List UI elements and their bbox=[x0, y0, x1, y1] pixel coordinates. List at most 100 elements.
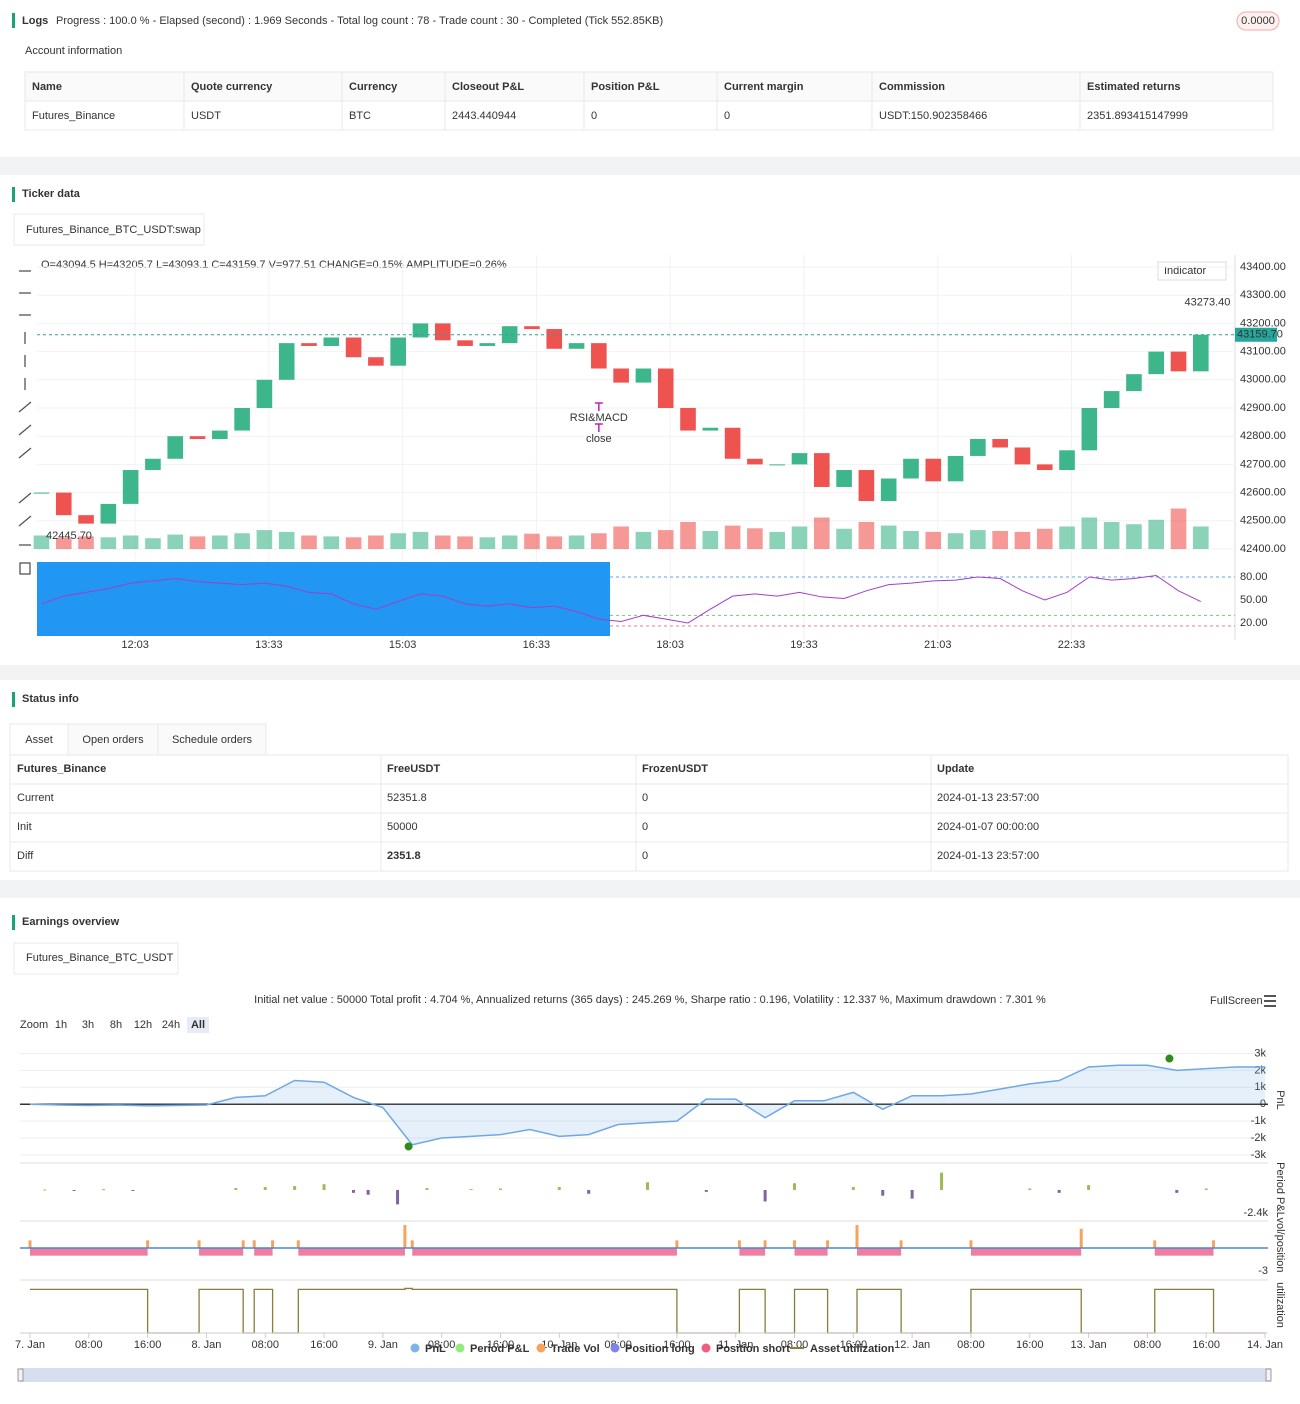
period-bar bbox=[351, 1189, 355, 1193]
short-position bbox=[970, 1248, 1082, 1256]
tab[interactable] bbox=[9, 723, 69, 756]
indicator-button-label: Indicator bbox=[1164, 265, 1207, 277]
section-marker bbox=[12, 187, 15, 202]
trade-vol-bar bbox=[855, 1225, 859, 1248]
table-header: Currency bbox=[349, 81, 398, 93]
legend-label[interactable]: PnL bbox=[425, 1343, 446, 1355]
tab-label: Open orders bbox=[82, 734, 144, 746]
candle bbox=[323, 337, 340, 346]
candle bbox=[925, 458, 942, 482]
trade-vol-bar bbox=[403, 1225, 407, 1248]
y-tick-label: -3 bbox=[1258, 1265, 1268, 1277]
period-bar bbox=[293, 1186, 297, 1190]
volume-bar bbox=[145, 538, 161, 549]
legend-label[interactable]: Asset utilization bbox=[810, 1343, 895, 1355]
volume-bar bbox=[1170, 508, 1187, 549]
short-position bbox=[298, 1248, 405, 1256]
stats-text: Initial net value : 50000 Total profit :… bbox=[254, 994, 1046, 1006]
legend-label[interactable]: Trade Vol bbox=[551, 1343, 600, 1355]
volume-bar bbox=[791, 526, 808, 549]
x-tick-label: 16:33 bbox=[523, 639, 551, 651]
x-tick-label: 15:03 bbox=[389, 639, 417, 651]
volume-bar bbox=[189, 536, 206, 549]
candle bbox=[1193, 334, 1209, 372]
candle bbox=[301, 343, 317, 346]
period-bar bbox=[498, 1188, 502, 1190]
volume-bar bbox=[1059, 526, 1075, 549]
volume-bar bbox=[925, 531, 942, 549]
candle bbox=[858, 470, 875, 502]
y-tick-label: 43100.00 bbox=[1240, 346, 1286, 358]
table-cell: 2024-01-13 23:57:00 bbox=[937, 850, 1039, 862]
x-tick-label: 19:33 bbox=[790, 639, 818, 651]
table-cell: USDT:150.902358466 bbox=[879, 110, 987, 122]
candle bbox=[702, 427, 719, 431]
volume-bar bbox=[55, 537, 72, 549]
x-tick-label: 8. Jan bbox=[191, 1339, 221, 1351]
zoom-button[interactable]: 24h bbox=[162, 1019, 180, 1031]
legend-symbol bbox=[410, 1343, 420, 1353]
x-tick-label: 08:00 bbox=[957, 1339, 985, 1351]
candle bbox=[145, 458, 161, 471]
candle bbox=[278, 343, 295, 380]
zoom-button[interactable]: 8h bbox=[110, 1019, 122, 1031]
candle bbox=[903, 458, 919, 479]
x-tick-label: 11. Jan bbox=[718, 1339, 753, 1351]
subsection-title: Account information bbox=[25, 45, 122, 57]
period-bar bbox=[1087, 1185, 1091, 1190]
volume-bar bbox=[702, 531, 719, 549]
candle bbox=[368, 357, 384, 366]
trade-vol-bar bbox=[271, 1240, 275, 1248]
short-position bbox=[199, 1248, 244, 1256]
trade-vol-bar bbox=[763, 1240, 767, 1248]
table-cell: Current bbox=[17, 792, 54, 804]
candle bbox=[970, 439, 986, 456]
volume-bar bbox=[278, 531, 295, 549]
zoom-button[interactable]: 1h bbox=[55, 1019, 67, 1031]
pnl-area bbox=[30, 1065, 1265, 1145]
volume-bar bbox=[947, 533, 964, 549]
trade-vol-bar bbox=[197, 1240, 201, 1248]
period-bar bbox=[646, 1182, 649, 1190]
tab[interactable] bbox=[157, 723, 267, 756]
table-header: Name bbox=[32, 81, 62, 93]
axis-title: utilization bbox=[1274, 1282, 1286, 1328]
legend-label[interactable]: Period P&L bbox=[470, 1343, 530, 1355]
candle bbox=[747, 458, 763, 465]
x-tick-label: 12:03 bbox=[121, 639, 149, 651]
short-position bbox=[412, 1248, 677, 1256]
tab[interactable] bbox=[67, 723, 159, 756]
volume-bar bbox=[903, 531, 919, 549]
y-tick-label: 0 bbox=[1260, 1098, 1266, 1110]
section-title: Logs bbox=[22, 15, 48, 27]
table-header: Position P&L bbox=[591, 81, 660, 93]
legend-label[interactable]: Position short bbox=[716, 1343, 790, 1355]
period-bar bbox=[910, 1189, 914, 1199]
table-border bbox=[24, 71, 1274, 131]
short-position bbox=[254, 1248, 273, 1256]
table-cell: 2351.8 bbox=[387, 850, 421, 862]
candle bbox=[212, 430, 228, 440]
legend-label[interactable]: Position long bbox=[625, 1343, 695, 1355]
period-bar bbox=[425, 1188, 429, 1190]
fullscreen-button[interactable]: FullScreen bbox=[1210, 995, 1263, 1007]
candle bbox=[836, 470, 852, 487]
zoom-button[interactable]: 12h bbox=[134, 1019, 152, 1031]
x-tick-label: 16:00 bbox=[1192, 1339, 1220, 1351]
y-tick-label: 42400.00 bbox=[1240, 543, 1286, 555]
annotation: close bbox=[586, 433, 612, 445]
candle bbox=[412, 323, 429, 338]
trade-vol-bar bbox=[28, 1240, 32, 1248]
zoom-button[interactable]: All bbox=[191, 1019, 205, 1031]
candle bbox=[167, 436, 184, 459]
candle bbox=[568, 343, 585, 349]
candle bbox=[256, 379, 273, 408]
status-panel bbox=[0, 680, 1300, 880]
table-cell: Init bbox=[17, 821, 32, 833]
candle bbox=[457, 340, 473, 346]
x-tick-label: 21:03 bbox=[924, 639, 952, 651]
zoom-button[interactable]: 3h bbox=[82, 1019, 94, 1031]
table-header: Closeout P&L bbox=[452, 81, 524, 93]
section-marker bbox=[12, 915, 15, 930]
period-bar bbox=[234, 1188, 238, 1190]
